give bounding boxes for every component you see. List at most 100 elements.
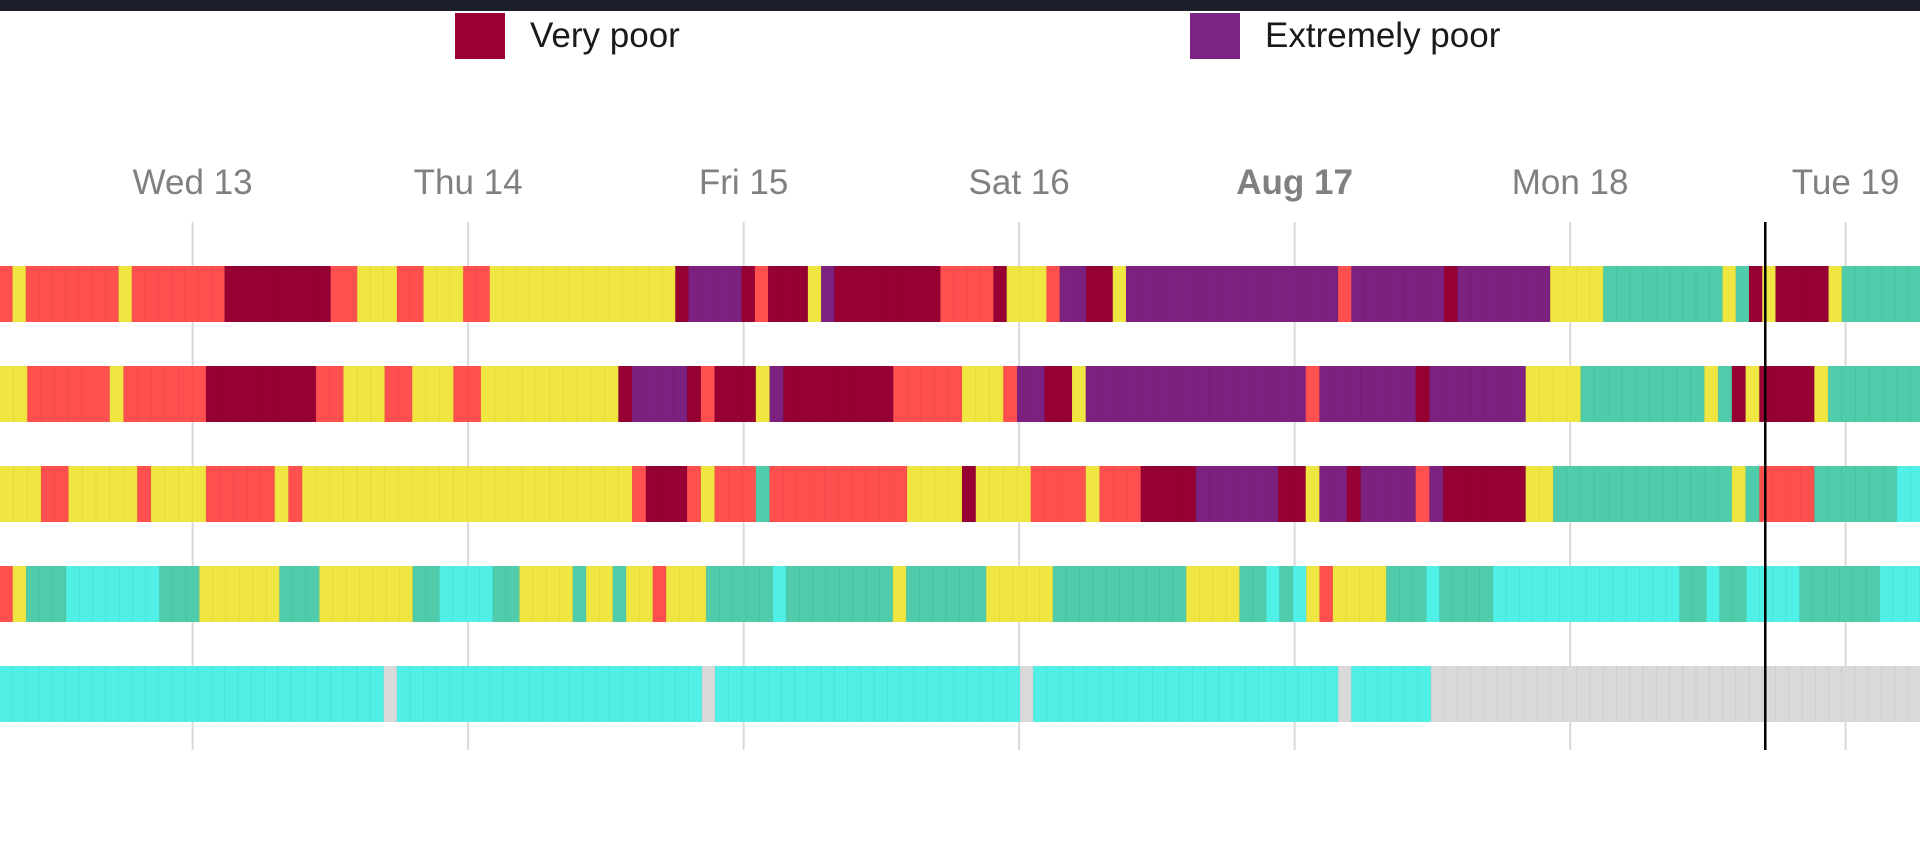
heat-cell [330,266,345,322]
heat-cell [106,566,120,622]
heat-cell [1278,366,1293,422]
heat-cell [645,366,660,422]
heat-cell [1209,466,1224,522]
heat-cell [467,466,482,522]
heat-cell [277,666,292,722]
heat-cell [1152,266,1167,322]
heat-cell [612,566,627,622]
heat-cell [556,266,570,322]
heat-cell [0,366,14,422]
heat-cell [1305,466,1320,522]
heat-cell [370,366,386,422]
heat-cell [164,466,179,522]
heat-cell [879,366,894,422]
heat-cell [145,266,159,322]
heat-cell [632,466,647,522]
heat-cell [768,666,782,722]
heat-cell [595,266,610,322]
heat-cell [1046,666,1061,722]
heat-cell [1452,566,1467,622]
heat-cell [1690,366,1705,422]
heat-cell [12,666,27,722]
heat-cell [687,466,702,522]
x-tick-label: Mon 18 [1512,163,1629,202]
heat-cell [480,366,496,422]
heat-cell [1232,666,1246,722]
heat-cell [65,266,80,322]
heat-cell [1388,466,1403,522]
heat-cell [476,666,491,722]
heat-cell [913,266,928,322]
heat-cell [274,366,289,422]
heat-cell [1682,266,1697,322]
heat-cell [315,366,331,422]
heat-cell [1139,666,1153,722]
heat-cell [436,266,451,322]
heat-cell [1566,466,1582,522]
heat-cell [860,266,875,322]
heat-cell [1140,366,1155,422]
heat-cell [940,666,955,722]
heat-cell [648,266,663,322]
heat-cell [701,266,716,322]
heat-cell [423,266,438,322]
heat-cell [1444,666,1458,722]
heat-cell [1910,366,1920,422]
heat-cell [1484,366,1499,422]
heat-cell [887,666,902,722]
heat-cell [919,566,934,622]
heat-cell [1181,366,1197,422]
heat-cell [476,266,491,322]
heat-cell [423,666,438,722]
heat-cell [1718,366,1733,422]
heat-cell [959,566,974,622]
heat-cell [1245,666,1259,722]
heat-cell [1311,666,1326,722]
heat-cell [1841,666,1856,722]
series-row [0,566,1920,622]
heat-cell [449,666,464,722]
heat-cell [590,366,605,422]
heat-cell [1906,566,1920,622]
heat-cell [306,566,320,622]
heat-cell [502,266,517,322]
heat-cell [184,266,199,322]
heat-cell [865,366,880,422]
heat-cell [1621,366,1636,422]
heat-cell [211,666,226,722]
heat-cell [1828,266,1843,322]
heat-cell [953,666,968,722]
heat-cell [807,666,822,722]
heat-cell [1364,266,1379,322]
heat-cell [1388,366,1403,422]
heat-cell [1553,466,1568,522]
heat-cell [1186,566,1200,622]
heat-cell [1704,466,1719,522]
x-tick-label: Wed 13 [133,163,253,202]
heat-cell [199,566,214,622]
heat-cell [824,466,839,522]
heat-cell [370,666,385,722]
heat-cell [1030,466,1045,522]
heat-cell [1125,666,1140,722]
heat-cell [618,466,633,522]
heat-cell [569,266,583,322]
heat-cell [372,566,387,622]
heat-cell [781,666,795,722]
heat-cell [1209,366,1224,422]
heat-cell [494,366,509,422]
heat-cell [1457,666,1472,722]
heat-cell [1059,266,1074,322]
heat-cell [1815,666,1829,722]
heat-cell [1566,366,1582,422]
heat-cell [1059,666,1074,722]
heat-cell [1536,666,1551,722]
heat-cell [934,366,949,422]
heat-cell [1444,266,1458,322]
heat-cell [1126,466,1142,522]
heat-cell [1773,366,1788,422]
heat-cell [1612,566,1627,622]
heat-cell [569,666,583,722]
heat-cell [1066,566,1080,622]
heat-cell [1608,466,1623,522]
